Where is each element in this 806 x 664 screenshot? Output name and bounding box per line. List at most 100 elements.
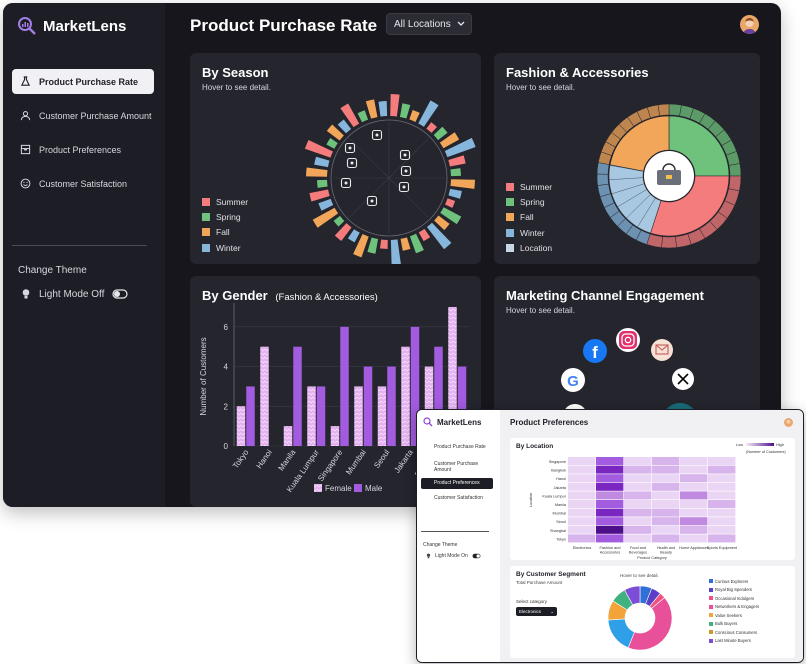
preview-avatar[interactable] [784,418,793,427]
bar-female[interactable] [236,406,246,446]
season-bar[interactable] [334,223,352,241]
season-bar[interactable] [448,155,466,167]
fashion-sunburst-chart[interactable] [494,53,760,264]
segment-legend-item[interactable]: Last Minute Buyers [709,637,759,646]
heatmap-cell[interactable] [596,508,624,517]
email-icon[interactable] [651,339,673,361]
season-bar[interactable] [400,237,411,251]
instagram-icon[interactable] [616,328,640,352]
heatmap-cell[interactable] [596,517,624,526]
heatmap-cell[interactable] [568,500,596,508]
bar-female[interactable] [377,386,387,446]
season-bar[interactable] [357,110,369,123]
bar-male[interactable] [457,366,467,446]
heatmap-cell[interactable] [652,508,680,517]
heatmap-cell[interactable] [708,534,736,543]
season-bar[interactable] [317,179,328,188]
season-bar[interactable] [409,109,420,122]
google-icon[interactable]: G [561,368,585,392]
heatmap-cell[interactable] [624,534,652,543]
heatmap-cell[interactable] [624,508,652,517]
season-radial-chart[interactable] [190,53,481,264]
bar-male[interactable] [246,386,255,446]
heatmap-cell[interactable] [596,491,624,500]
segment-legend-item[interactable]: Bulk Buyers [709,620,759,629]
heatmap-cell[interactable] [708,491,736,500]
heatmap-cell[interactable] [652,482,680,491]
donut-segment[interactable] [624,585,641,606]
heatmap-cell[interactable] [652,465,680,474]
heatmap-cell[interactable] [596,500,624,508]
preview-segment-donut[interactable] [600,580,680,656]
heatmap-cell[interactable] [568,474,596,483]
sunburst-location-segment[interactable] [728,175,742,192]
segment-legend-item[interactable]: Occasional Indulgers [709,594,759,603]
season-bar[interactable] [326,124,344,141]
heatmap-cell[interactable] [568,482,596,491]
sunburst-location-segment[interactable] [596,173,609,186]
season-bar[interactable] [426,122,437,133]
preview-sidebar-item[interactable]: Customer Purchase Amount [434,461,479,473]
season-bar[interactable] [365,99,378,119]
sunburst-season-segment[interactable] [668,115,730,177]
heatmap-cell[interactable] [568,508,596,517]
bar-female[interactable] [260,346,269,446]
heatmap-cell[interactable] [624,491,652,500]
bar-female[interactable] [424,366,434,446]
heatmap-cell[interactable] [680,508,708,517]
heatmap-cell[interactable] [624,482,652,491]
preview-sidebar-item[interactable]: Customer Satisfaction [434,495,483,501]
heatmap-cell[interactable] [680,482,708,491]
x-icon[interactable] [672,368,694,390]
bar-male[interactable] [363,366,373,446]
segment-legend-item[interactable]: Royal Big Spenders [709,586,759,595]
heatmap-cell[interactable] [680,465,708,474]
heatmap-cell[interactable] [708,517,736,526]
season-bar[interactable] [418,100,439,127]
heatmap-cell[interactable] [680,457,708,465]
heatmap-cell[interactable] [568,525,596,534]
season-bar[interactable] [314,156,330,168]
season-bar[interactable] [390,239,401,264]
bar-male[interactable] [387,366,396,446]
heatmap-cell[interactable] [652,474,680,483]
heatmap-cell[interactable] [680,525,708,534]
season-bar[interactable] [450,179,475,189]
heatmap-cell[interactable] [708,457,736,465]
season-bar[interactable] [326,138,338,149]
preview-brand[interactable]: MarketLens [423,417,481,427]
sidebar-item-customer-purchase-amount[interactable]: Customer Purchase Amount [12,103,154,128]
heatmap-cell[interactable] [568,457,596,465]
heatmap-cell[interactable] [652,517,680,526]
sunburst-season-segment[interactable] [609,115,670,172]
segment-legend-item[interactable]: Value Seekers [709,611,759,620]
heatmap-cell[interactable] [652,491,680,500]
heatmap-cell[interactable] [652,534,680,543]
season-bar[interactable] [434,215,450,231]
heatmap-cell[interactable] [624,525,652,534]
heatmap-cell[interactable] [596,465,624,474]
season-bar[interactable] [312,207,339,228]
heatmap-cell[interactable] [596,525,624,534]
sidebar-item-customer-satisfaction[interactable]: Customer Satisfaction [12,171,154,196]
sunburst-location-segment[interactable] [728,163,742,177]
heatmap-cell[interactable] [680,500,708,508]
heatmap-cell[interactable] [680,474,708,483]
season-bar[interactable] [433,126,448,141]
toggle-switch[interactable] [112,289,129,299]
heatmap-cell[interactable] [652,500,680,508]
heatmap-cell[interactable] [708,525,736,534]
season-bar[interactable] [445,198,456,208]
preview-theme-row[interactable]: Light Mode On [426,553,481,559]
bar-male[interactable] [316,386,326,446]
segment-legend-item[interactable]: Networkers & Engagers [709,603,759,612]
heatmap-cell[interactable] [624,457,652,465]
segment-legend-item[interactable]: Conscious Consumers [709,628,759,637]
preview-sidebar-item[interactable]: Product Purchase Rate [434,444,486,450]
preview-sidebar-item-active[interactable]: Product Preferences [421,478,493,489]
season-bar[interactable] [390,94,400,117]
sunburst-location-segment[interactable] [657,103,670,117]
sunburst-location-segment[interactable] [668,103,682,117]
season-bar[interactable] [337,119,352,134]
season-bar[interactable] [318,198,334,211]
